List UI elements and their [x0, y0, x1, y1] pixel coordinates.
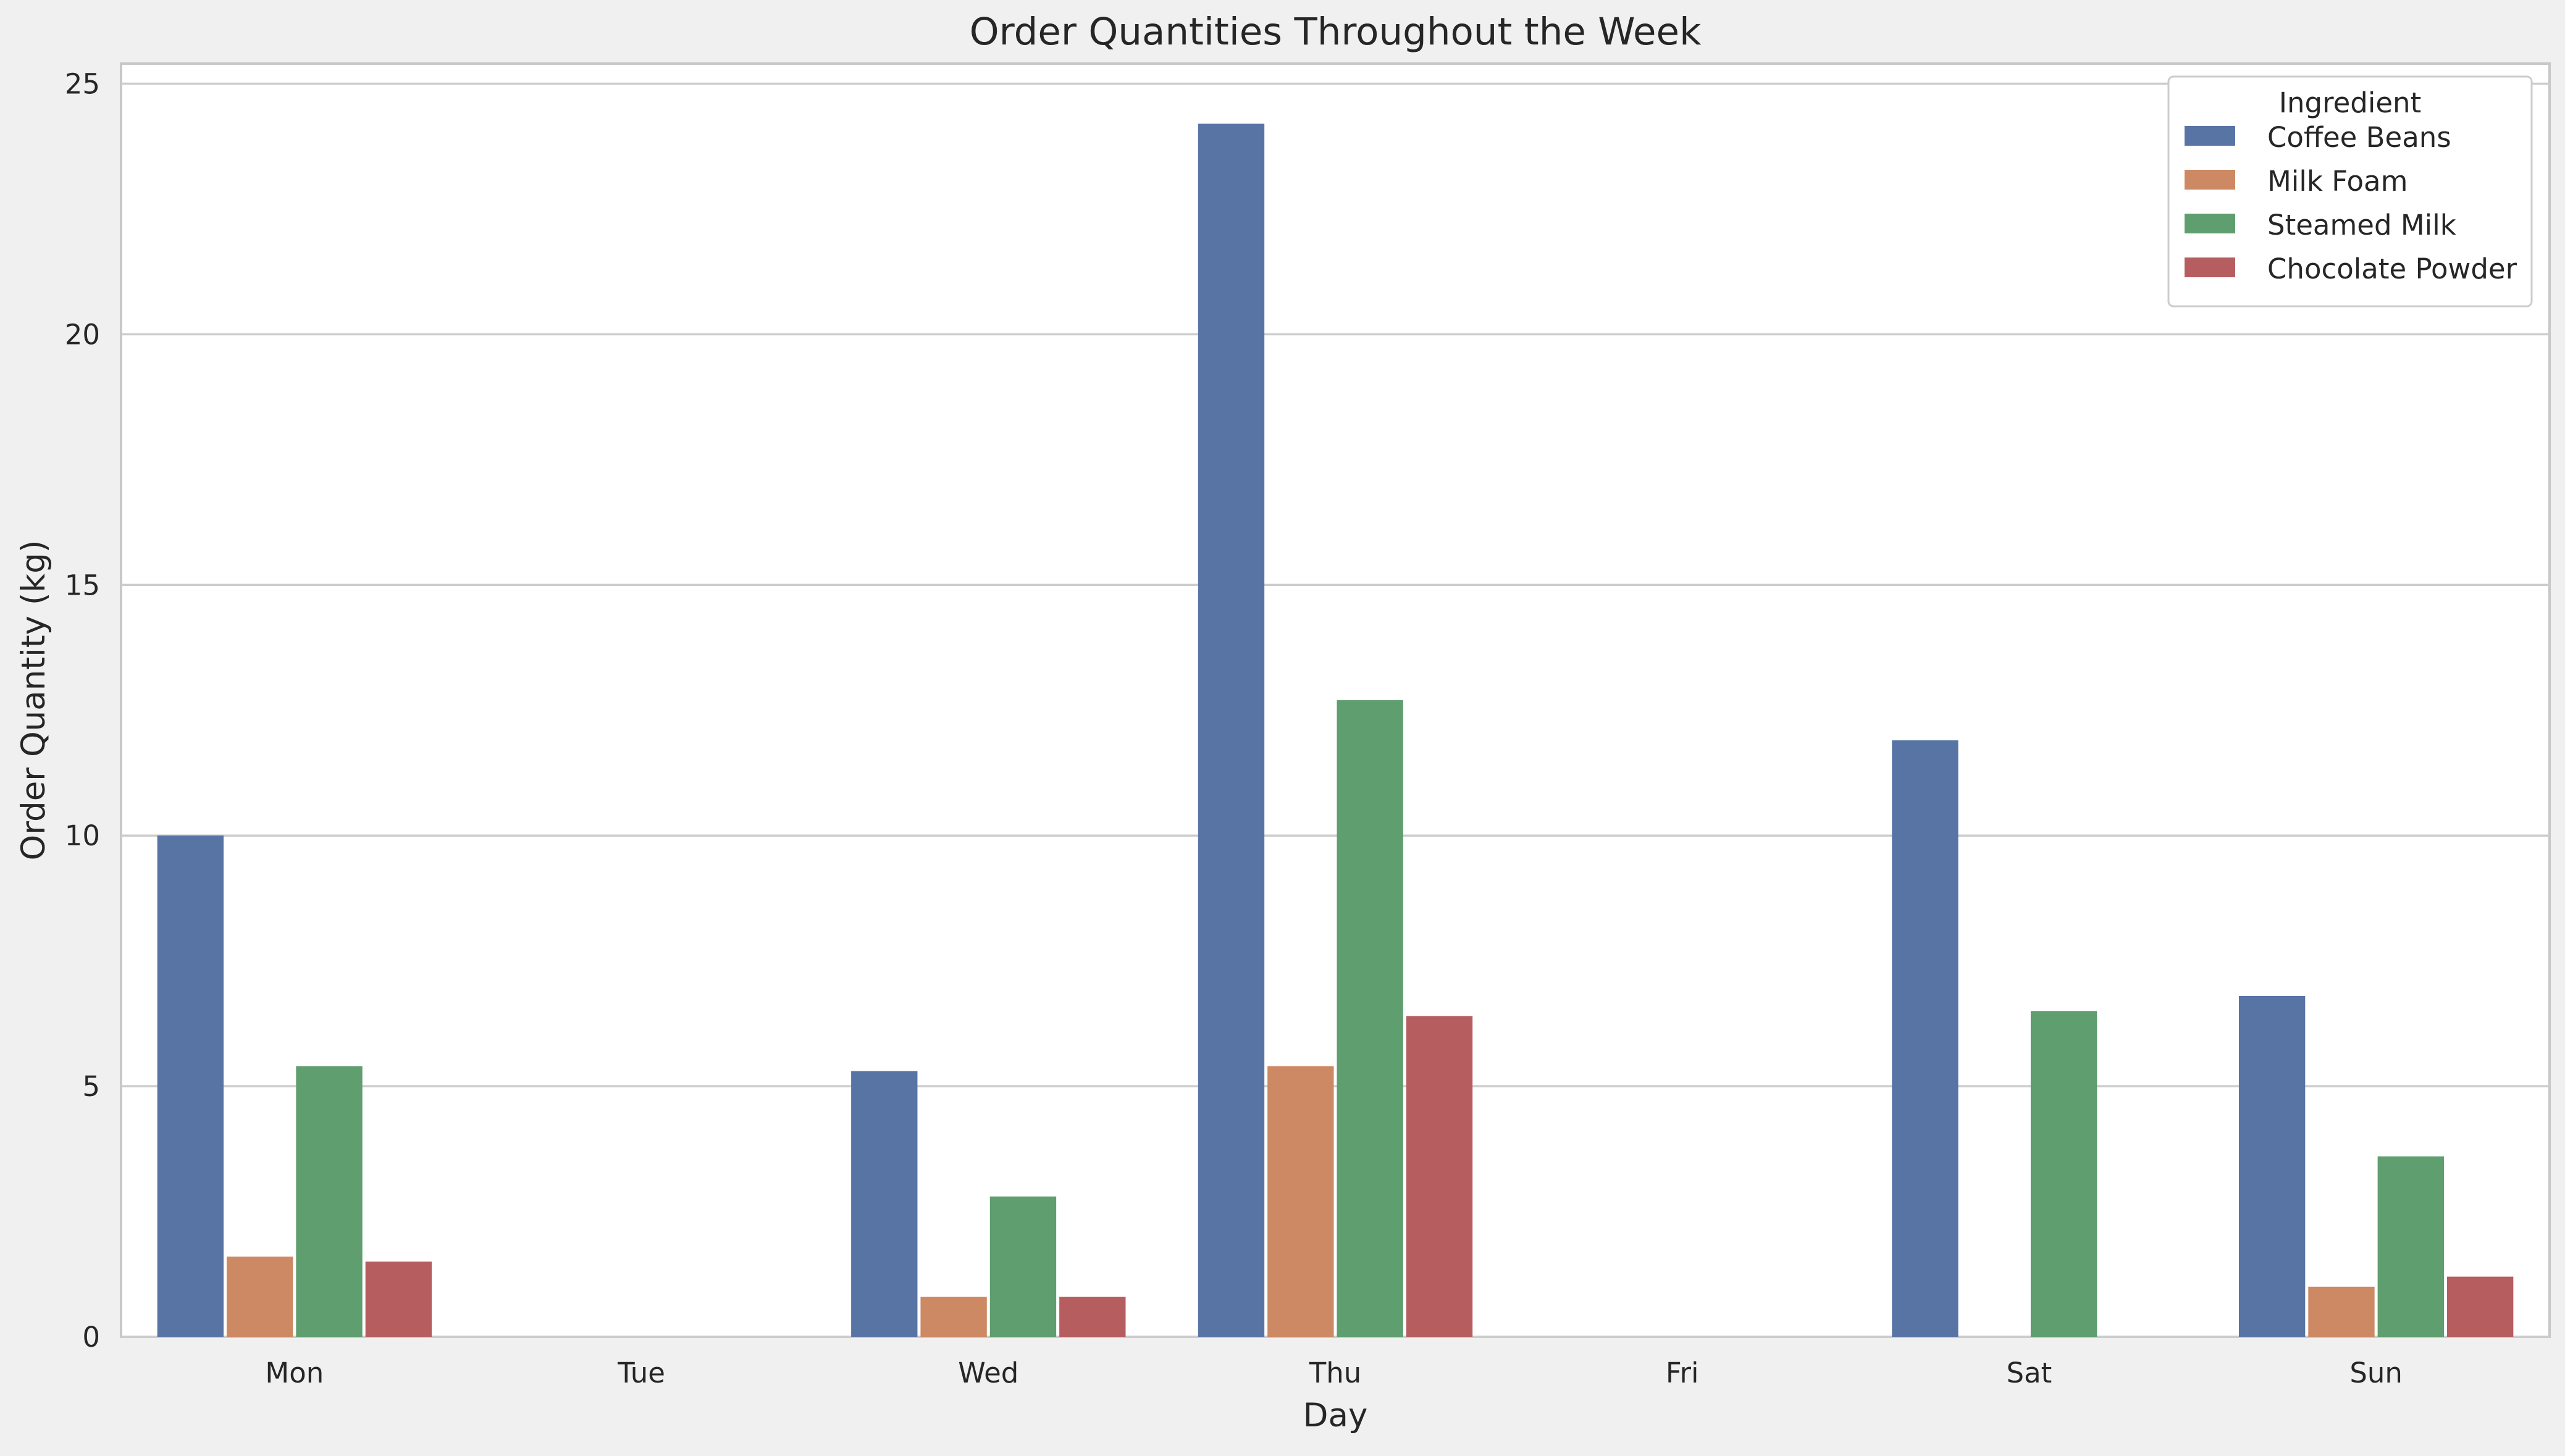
bar-steamed-milk-sat [2030, 1011, 2097, 1337]
bar-chocolate-powder-wed [1059, 1297, 1126, 1337]
legend-swatch-steamed-milk [2185, 214, 2235, 233]
y-tick-label: 0 [82, 1321, 100, 1353]
legend-entry: Milk Foam [2267, 165, 2408, 198]
x-tick-label: Tue [617, 1357, 665, 1389]
y-tick-label: 15 [65, 569, 100, 601]
legend: Ingredient Coffee Beans Milk Foam Steamed … [2167, 75, 2533, 308]
bar-coffee-beans-thu [1198, 123, 1265, 1337]
legend-title: Ingredient [2279, 86, 2421, 119]
legend-entry: Coffee Beans [2267, 121, 2451, 154]
y-tick-label: 10 [65, 819, 100, 852]
x-tick-label: Sun [2349, 1357, 2403, 1389]
x-tick-label: Wed [958, 1357, 1018, 1389]
legend-swatch-milk-foam [2185, 170, 2235, 190]
y-tick-label: 20 [65, 318, 100, 351]
x-tick-label: Sat [2007, 1357, 2052, 1389]
x-tick-label: Mon [265, 1357, 324, 1389]
x-tick-label: Thu [1309, 1357, 1362, 1389]
bar-steamed-milk-sun [2377, 1156, 2444, 1337]
bar-chocolate-powder-thu [1406, 1016, 1473, 1337]
x-tick-label: Fri [1666, 1357, 1699, 1389]
legend-swatch-coffee-beans [2185, 126, 2235, 146]
bar-coffee-beans-wed [851, 1071, 918, 1337]
bar-steamed-milk-mon [296, 1066, 363, 1337]
bar-chocolate-powder-mon [365, 1261, 432, 1337]
legend-box [2167, 75, 2533, 308]
bar-chocolate-powder-sun [2446, 1276, 2514, 1337]
bar-milk-foam-sun [2308, 1286, 2375, 1337]
y-tick-label: 25 [65, 67, 100, 100]
legend-entry: Chocolate Powder [2267, 253, 2517, 285]
legend-entry: Steamed Milk [2267, 209, 2456, 241]
y-axis-label: Order Quantity (kg) [15, 540, 52, 860]
tick-labels: 0 5 10 15 20 25 Mon Tue Wed Thu Fri Sat Sun [65, 67, 2403, 1389]
chart-title: Order Quantities Throughout the Week [970, 10, 1702, 54]
bar-milk-foam-mon [227, 1257, 293, 1337]
plot-area [120, 62, 2551, 1338]
gridlines [121, 82, 2550, 1338]
y-tick-label: 5 [82, 1070, 100, 1103]
bar-milk-foam-wed [920, 1297, 987, 1337]
bar-coffee-beans-mon [157, 835, 224, 1337]
x-axis-label: Day [1303, 1397, 1368, 1434]
bar-coffee-beans-sun [2238, 995, 2306, 1337]
bar-coffee-beans-sat [1892, 740, 1958, 1337]
bar-steamed-milk-wed [989, 1196, 1057, 1337]
bar-steamed-milk-thu [1337, 700, 1403, 1337]
bars [157, 123, 2514, 1337]
legend-swatch-chocolate-powder [2185, 257, 2235, 277]
bar-milk-foam-thu [1267, 1066, 1334, 1337]
